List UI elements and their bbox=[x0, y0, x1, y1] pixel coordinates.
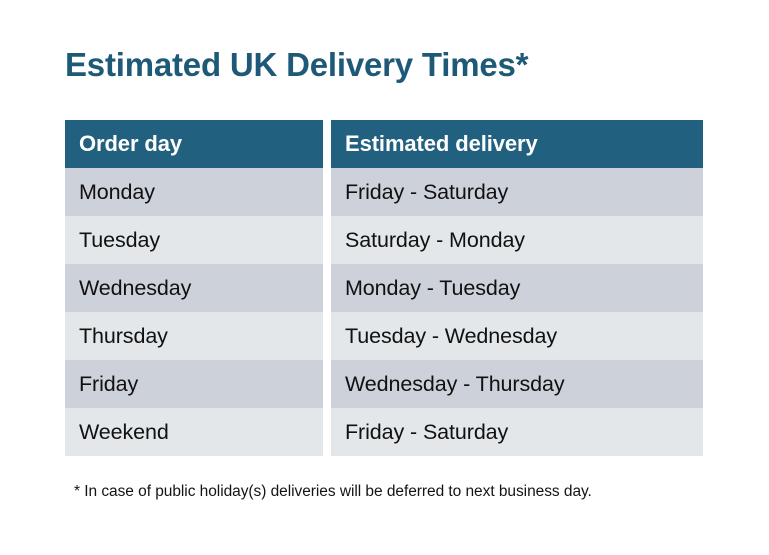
column-header-estimated-delivery-label: Estimated delivery bbox=[331, 120, 703, 168]
table-row: Tuesday Saturday - Monday bbox=[65, 216, 703, 264]
table-row: Friday Wednesday - Thursday bbox=[65, 360, 703, 408]
table-body: Monday Friday - Saturday Tuesday Saturda… bbox=[65, 168, 703, 456]
cell-estimated-delivery-text: Friday - Saturday bbox=[331, 168, 703, 216]
column-header-order-day-label: Order day bbox=[65, 120, 323, 168]
table-row: Wednesday Monday - Tuesday bbox=[65, 264, 703, 312]
cell-estimated-delivery-text: Tuesday - Wednesday bbox=[331, 312, 703, 360]
cell-order-day-text: Wednesday bbox=[65, 264, 323, 312]
row-gutter bbox=[323, 168, 331, 216]
table-row: Thursday Tuesday - Wednesday bbox=[65, 312, 703, 360]
cell-order-day: Friday bbox=[65, 360, 323, 408]
cell-estimated-delivery: Saturday - Monday bbox=[331, 216, 703, 264]
table-row: Weekend Friday - Saturday bbox=[65, 408, 703, 456]
cell-estimated-delivery: Monday - Tuesday bbox=[331, 264, 703, 312]
cell-estimated-delivery: Wednesday - Thursday bbox=[331, 360, 703, 408]
cell-estimated-delivery: Tuesday - Wednesday bbox=[331, 312, 703, 360]
cell-order-day-text: Friday bbox=[65, 360, 323, 408]
row-gutter bbox=[323, 264, 331, 312]
cell-order-day-text: Thursday bbox=[65, 312, 323, 360]
column-header-estimated-delivery: Estimated delivery bbox=[331, 120, 703, 168]
row-gutter bbox=[323, 360, 331, 408]
cell-estimated-delivery-text: Wednesday - Thursday bbox=[331, 360, 703, 408]
row-gutter bbox=[323, 312, 331, 360]
cell-order-day-text: Weekend bbox=[65, 408, 323, 456]
column-header-order-day: Order day bbox=[65, 120, 323, 168]
cell-estimated-delivery-text: Friday - Saturday bbox=[331, 408, 703, 456]
cell-estimated-delivery-text: Saturday - Monday bbox=[331, 216, 703, 264]
cell-order-day: Tuesday bbox=[65, 216, 323, 264]
cell-order-day: Monday bbox=[65, 168, 323, 216]
cell-order-day-text: Tuesday bbox=[65, 216, 323, 264]
table-header: Order day Estimated delivery bbox=[65, 120, 703, 168]
cell-order-day: Weekend bbox=[65, 408, 323, 456]
footnote-text: * In case of public holiday(s) deliverie… bbox=[74, 483, 592, 500]
cell-order-day-text: Monday bbox=[65, 168, 323, 216]
delivery-times-table: Order day Estimated delivery Monday Frid… bbox=[65, 120, 703, 456]
table-row: Monday Friday - Saturday bbox=[65, 168, 703, 216]
page-title: Estimated UK Delivery Times* bbox=[65, 46, 529, 83]
row-gutter bbox=[323, 408, 331, 456]
cell-estimated-delivery: Friday - Saturday bbox=[331, 168, 703, 216]
cell-order-day: Thursday bbox=[65, 312, 323, 360]
cell-order-day: Wednesday bbox=[65, 264, 323, 312]
cell-estimated-delivery: Friday - Saturday bbox=[331, 408, 703, 456]
row-gutter bbox=[323, 216, 331, 264]
column-gutter bbox=[323, 120, 331, 168]
table-header-row: Order day Estimated delivery bbox=[65, 120, 703, 168]
cell-estimated-delivery-text: Monday - Tuesday bbox=[331, 264, 703, 312]
